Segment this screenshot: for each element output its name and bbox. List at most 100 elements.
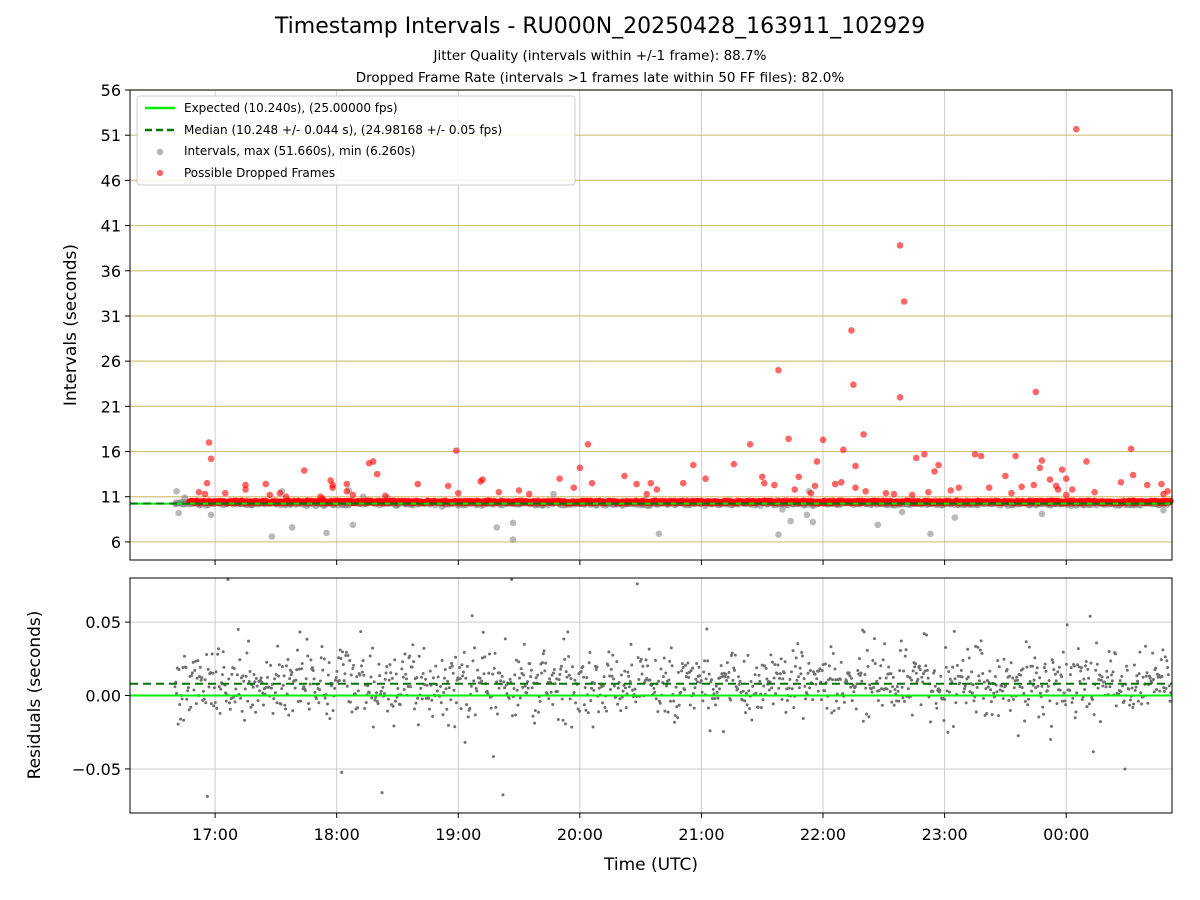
residual-point — [748, 707, 752, 711]
residual-point — [759, 706, 763, 710]
residual-point — [963, 687, 967, 691]
residual-point — [872, 637, 876, 641]
residual-point — [473, 713, 477, 717]
residual-point — [1127, 687, 1131, 691]
dropped-frame-point — [207, 455, 215, 463]
residual-point — [255, 684, 259, 688]
dropped-frame-point — [1002, 472, 1009, 480]
dropped-frame-point — [203, 479, 211, 487]
residual-point — [461, 670, 465, 674]
dropped-frame-point — [771, 481, 778, 489]
residual-point — [1020, 686, 1024, 690]
residual-point — [823, 662, 827, 666]
residual-point — [374, 695, 378, 699]
residual-point — [267, 685, 271, 689]
residual-point — [568, 697, 572, 701]
residual-point — [371, 725, 375, 729]
residual-point — [282, 674, 286, 678]
residual-point — [848, 674, 852, 678]
residual-point — [444, 687, 448, 691]
residual-point — [227, 677, 231, 681]
residual-point — [576, 707, 580, 711]
residual-point — [246, 639, 250, 643]
residual-point — [978, 648, 982, 652]
intervals-y-axis-label: Intervals (seconds) — [61, 244, 81, 406]
dropped-frame-point — [985, 484, 993, 491]
residual-point — [891, 685, 895, 689]
dropped-frame-point — [896, 242, 904, 249]
residual-point — [1100, 675, 1104, 679]
residual-point — [251, 685, 255, 689]
residual-point — [834, 678, 838, 682]
residual-point — [224, 699, 228, 703]
dropped-frame-point — [515, 487, 523, 494]
residual-point — [711, 687, 715, 691]
residual-point — [427, 696, 431, 700]
residual-point — [386, 697, 390, 701]
residual-point — [416, 723, 420, 727]
residual-point — [770, 686, 774, 690]
residual-point — [280, 665, 284, 669]
residual-point — [248, 669, 252, 673]
residual-point — [992, 691, 996, 695]
residual-point — [978, 679, 982, 683]
residual-point — [707, 672, 711, 676]
residual-point — [760, 663, 764, 667]
residual-point — [176, 722, 180, 726]
residual-point — [681, 665, 685, 669]
residual-point — [441, 713, 445, 717]
interval-point — [550, 490, 557, 498]
residual-point — [714, 684, 718, 688]
residual-point — [439, 701, 443, 705]
residual-point — [621, 689, 625, 693]
residual-point — [714, 703, 718, 707]
residual-point — [911, 669, 915, 673]
residual-point — [816, 689, 820, 693]
dropped-frame-point — [1091, 488, 1098, 496]
residual-point — [892, 703, 896, 707]
residual-point — [209, 671, 213, 675]
residual-point — [518, 696, 522, 700]
residual-point — [776, 663, 780, 667]
intervals-y-tick-label: 46 — [101, 171, 121, 190]
residual-point — [705, 627, 709, 631]
residual-point — [980, 651, 984, 655]
residual-point — [1045, 689, 1049, 693]
residual-point — [778, 676, 782, 680]
dropped-frame-point — [1129, 471, 1137, 479]
residual-point — [829, 645, 833, 649]
residual-point — [746, 653, 750, 657]
residual-point — [1025, 665, 1029, 669]
residual-point — [194, 702, 198, 706]
residual-point — [910, 678, 914, 682]
residual-point — [236, 627, 240, 631]
residual-point — [764, 666, 768, 670]
residual-point — [583, 686, 587, 690]
dropped-frame-point — [1158, 480, 1165, 488]
residual-point — [434, 664, 438, 668]
residual-point — [1168, 699, 1172, 703]
interval-point — [1160, 506, 1167, 514]
residual-point — [502, 680, 506, 684]
residual-point — [194, 659, 198, 663]
residual-point — [536, 673, 540, 677]
residual-point — [926, 676, 930, 680]
dropped-frame-point — [319, 495, 326, 502]
residual-point — [420, 697, 424, 701]
residual-point — [371, 646, 375, 650]
residual-point — [514, 713, 518, 717]
residual-point — [601, 684, 605, 688]
residual-point — [403, 652, 407, 656]
residual-point — [653, 690, 657, 694]
residual-point — [852, 690, 856, 694]
residual-point — [666, 710, 670, 714]
dropped-frame-point — [852, 484, 859, 491]
residual-point — [339, 657, 343, 661]
residual-point — [503, 637, 507, 641]
residual-point — [1063, 699, 1067, 703]
dropped-frame-point — [852, 462, 859, 470]
residual-point — [1107, 649, 1111, 653]
residual-point — [1146, 701, 1150, 705]
residual-point — [254, 710, 258, 714]
residual-point — [661, 675, 665, 679]
